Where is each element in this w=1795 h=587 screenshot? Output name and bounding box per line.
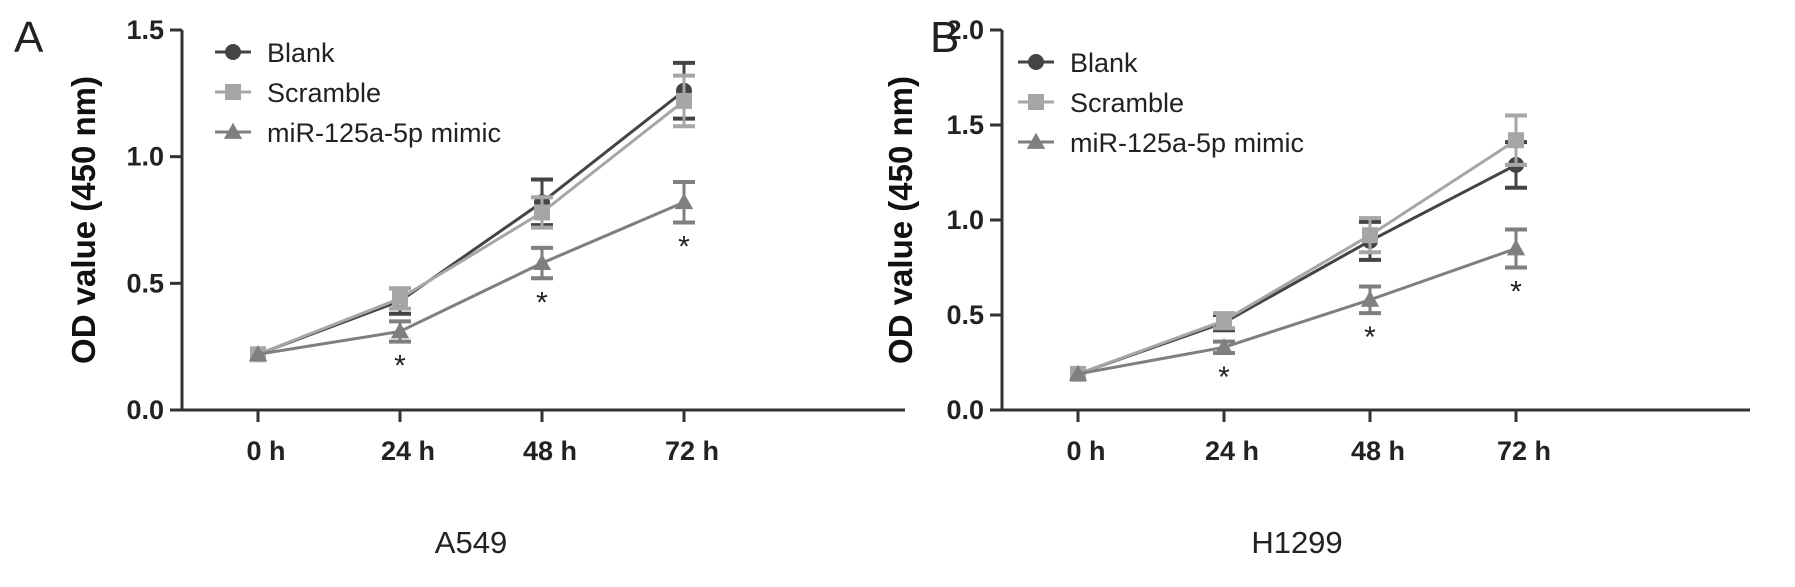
significance-star: * — [678, 231, 690, 264]
legend-marker-0 — [225, 44, 241, 60]
significance-star: * — [1218, 361, 1230, 394]
x-tick-label: 48 h — [523, 436, 577, 466]
x-tick-label: 72 h — [665, 436, 719, 466]
x-tick-label: 0 h — [1066, 436, 1105, 466]
y-tick-label: 2.0 — [946, 15, 984, 45]
panel-a-chart: 0.0 0.5 1.0 1.5 0 h 24 h 48 h 72 h OD value (450… — [65, 15, 905, 560]
legend-label-0: Blank — [267, 38, 335, 68]
series-line-1 — [257, 99, 685, 356]
x-tick-label: 0 h — [246, 436, 285, 466]
significance-star: * — [536, 286, 548, 319]
x-axis-title: H1299 — [1251, 525, 1342, 560]
x-axis-title: A549 — [435, 525, 507, 560]
y-tick-label: 0.5 — [126, 268, 164, 298]
y-tick-label: 0.5 — [946, 300, 984, 330]
data-point-2 — [248, 345, 268, 362]
significance-star: * — [394, 350, 406, 383]
data-point-1 — [1216, 312, 1232, 329]
legend-label-2: miR-125a-5p mimic — [267, 118, 501, 148]
y-axis-title: OD value (450 nm) — [882, 76, 919, 364]
series-line-2 — [1077, 247, 1517, 376]
panel-letter-a: A — [14, 13, 44, 62]
x-tick-label: 24 h — [1205, 436, 1259, 466]
data-point-1 — [1362, 227, 1378, 244]
legend-marker-2 — [1026, 132, 1046, 149]
data-point-2 — [1214, 338, 1234, 355]
y-tick-label: 1.0 — [946, 205, 984, 235]
panel-b-chart: 0.0 0.5 1.0 1.5 2.0 0 h 24 h 48 h 72 h OD value (… — [882, 15, 1750, 560]
legend-marker-1 — [1028, 94, 1044, 110]
series-line-1 — [1077, 138, 1517, 376]
significance-star: * — [1364, 321, 1376, 354]
data-point-2 — [532, 253, 552, 270]
y-tick-label: 0.0 — [946, 395, 984, 425]
y-axis-title: OD value (450 nm) — [65, 76, 102, 364]
data-point-1 — [534, 204, 550, 221]
x-tick-label: 48 h — [1351, 436, 1405, 466]
x-tick-label: 24 h — [381, 436, 435, 466]
legend-label-0: Blank — [1070, 48, 1138, 78]
data-point-1 — [676, 92, 692, 109]
legend-marker-2 — [223, 122, 243, 139]
data-point-1 — [1508, 132, 1524, 149]
legend-marker-0 — [1028, 54, 1044, 70]
legend-marker-1 — [225, 84, 241, 100]
legend-label-1: Scramble — [267, 78, 381, 108]
data-point-2 — [1068, 364, 1088, 381]
legend-label-1: Scramble — [1070, 88, 1184, 118]
data-point-2 — [1506, 239, 1526, 256]
data-point-2 — [390, 322, 410, 339]
panel-letter-b: B — [930, 13, 959, 62]
y-tick-label: 1.5 — [946, 110, 984, 140]
y-tick-label: 0.0 — [126, 395, 164, 425]
data-point-1 — [392, 290, 408, 307]
data-point-2 — [1360, 290, 1380, 307]
y-tick-label: 1.5 — [126, 15, 164, 45]
y-tick-label: 1.0 — [126, 142, 164, 172]
legend-label-2: miR-125a-5p mimic — [1070, 128, 1304, 158]
series-line-2 — [257, 200, 685, 356]
significance-star: * — [1510, 276, 1522, 309]
data-point-2 — [674, 193, 694, 210]
x-tick-label: 72 h — [1497, 436, 1551, 466]
